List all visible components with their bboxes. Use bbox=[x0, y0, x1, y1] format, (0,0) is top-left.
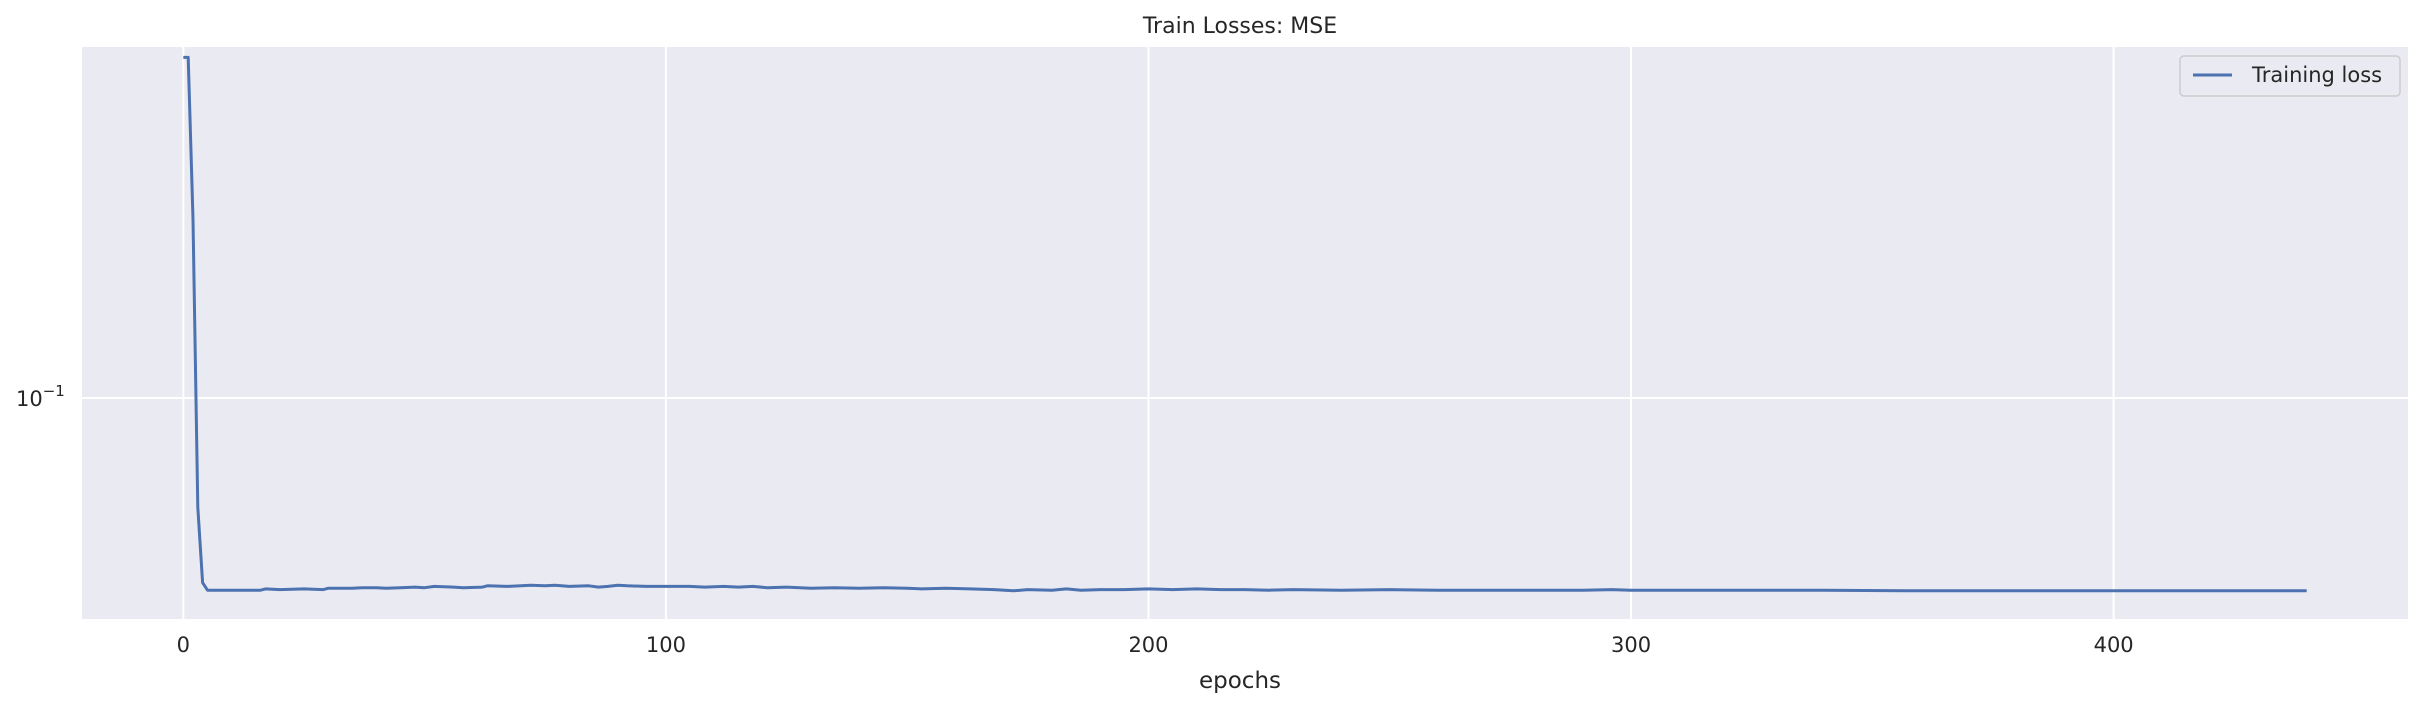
x-axis-label: epochs bbox=[1199, 668, 1281, 694]
plot-area bbox=[82, 47, 2408, 619]
chart-title: Train Losses: MSE bbox=[1142, 14, 1337, 39]
x-tick-label: 300 bbox=[1611, 633, 1651, 657]
series-line-training-loss bbox=[183, 55, 2307, 593]
legend: Training loss bbox=[2179, 55, 2401, 97]
legend-label-training-loss: Training loss bbox=[2251, 63, 2382, 87]
grid-lines bbox=[82, 47, 2408, 619]
x-tick-label: 100 bbox=[646, 633, 686, 657]
x-axis: 0 100 200 300 400 bbox=[177, 633, 2134, 657]
y-axis: 10−1 bbox=[16, 382, 65, 411]
y-tick-label: 10−1 bbox=[16, 382, 65, 411]
series-layer bbox=[183, 55, 2307, 593]
legend-frame bbox=[2179, 55, 2401, 97]
x-tick-label: 200 bbox=[1128, 633, 1168, 657]
x-tick-label: 0 bbox=[177, 633, 190, 657]
x-tick-label: 400 bbox=[2094, 633, 2134, 657]
